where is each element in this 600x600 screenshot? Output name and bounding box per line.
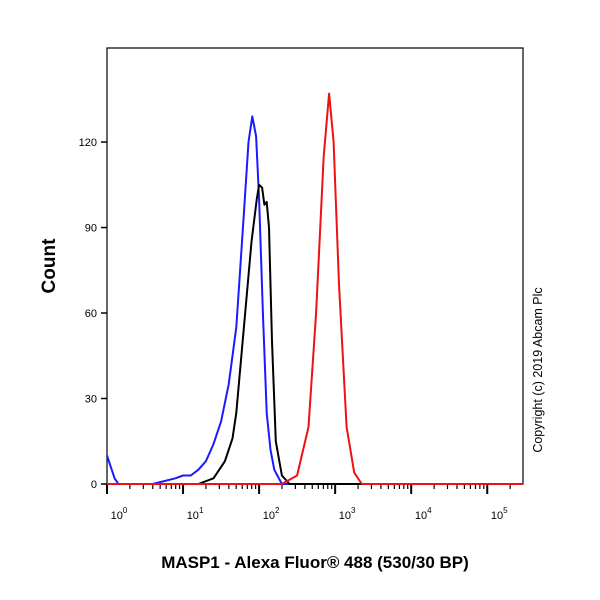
x-tick-label: 101 <box>187 506 204 522</box>
copyright-text: Copyright (c) 2019 Abcam Plc <box>531 287 545 453</box>
x-tick-label: 105 <box>491 506 508 522</box>
series-red-line <box>107 92 523 485</box>
y-tick-label: 60 <box>85 308 97 320</box>
y-axis-label: Count <box>39 238 60 294</box>
x-tick-label: 100 <box>111 506 128 522</box>
y-tick-label: 30 <box>85 394 97 406</box>
x-tick-label: 104 <box>415 506 432 522</box>
y-tick-label: 120 <box>79 137 97 149</box>
x-tick-label: 102 <box>263 506 280 522</box>
plot-frame <box>106 47 524 485</box>
x-axis-label: MASP1 - Alexa Fluor® 488 (530/30 BP) <box>161 553 469 572</box>
y-tick-label: 0 <box>91 479 97 491</box>
series-blue-line <box>106 115 523 485</box>
y-tick-label: 90 <box>85 223 97 235</box>
x-tick-label: 103 <box>339 506 356 522</box>
series-black-line <box>107 183 523 485</box>
